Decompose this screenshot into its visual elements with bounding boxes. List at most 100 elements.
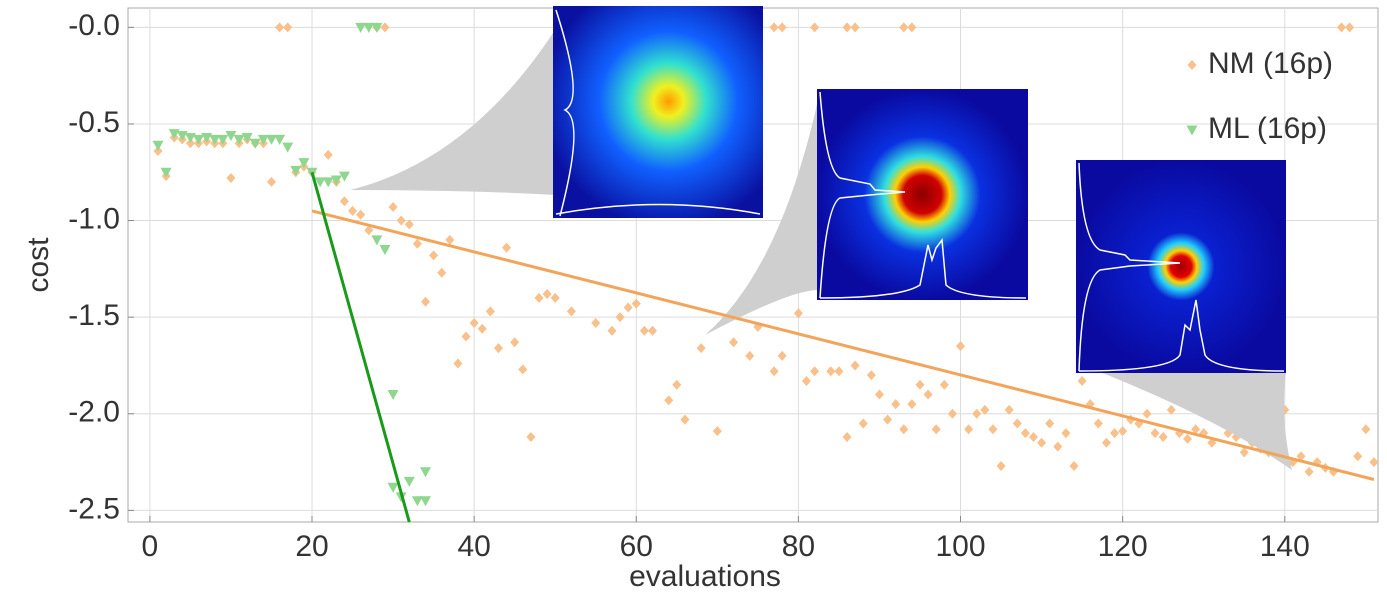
diamond-point bbox=[607, 326, 616, 336]
diamond-point bbox=[1305, 467, 1314, 477]
diamond-point bbox=[697, 343, 706, 353]
triangle-point bbox=[371, 235, 382, 245]
diamond-point bbox=[988, 424, 997, 434]
y-tick-label: -2.0 bbox=[68, 396, 120, 429]
diamond-point bbox=[462, 331, 471, 341]
diamond-point bbox=[713, 426, 722, 436]
x-tick-label: 0 bbox=[142, 530, 159, 563]
diamond-point bbox=[680, 415, 689, 425]
diamond-point bbox=[397, 216, 406, 226]
diamond-point bbox=[834, 366, 843, 376]
legend-label: ML (16p) bbox=[1208, 112, 1327, 145]
legend-label: NM (16p) bbox=[1208, 47, 1333, 80]
diamond-point bbox=[543, 289, 552, 299]
diamond-point bbox=[324, 150, 333, 160]
diamond-point bbox=[826, 366, 835, 376]
diamond-point bbox=[964, 424, 973, 434]
diamond-point bbox=[470, 318, 479, 328]
diamond-point bbox=[1070, 461, 1079, 471]
triangle-point bbox=[323, 177, 334, 187]
diamond-point bbox=[778, 22, 787, 32]
diamond-point bbox=[843, 432, 852, 442]
diamond-point bbox=[1078, 376, 1087, 386]
x-tick-label: 140 bbox=[1260, 530, 1310, 563]
triangle-point bbox=[242, 133, 253, 143]
diamond-point bbox=[1353, 451, 1362, 461]
beam-image bbox=[1076, 160, 1286, 373]
diamond-point bbox=[275, 22, 284, 32]
triangle-point bbox=[331, 175, 342, 185]
diamond-point bbox=[810, 366, 819, 376]
diamond-point bbox=[389, 202, 398, 212]
diamond-point bbox=[1183, 434, 1192, 444]
diamond-point bbox=[494, 343, 503, 353]
diamond-point bbox=[932, 424, 941, 434]
diamond-point bbox=[672, 380, 681, 390]
diamond-point bbox=[924, 389, 933, 399]
diamond-point bbox=[591, 318, 600, 328]
diamond-point bbox=[445, 235, 454, 245]
diamond-point bbox=[486, 306, 495, 316]
diamond-point bbox=[1369, 457, 1378, 467]
diamond-point bbox=[526, 432, 535, 442]
diamond-point bbox=[356, 210, 365, 220]
diamond-point bbox=[907, 22, 916, 32]
diamond-point bbox=[1029, 432, 1038, 442]
x-tick-label: 100 bbox=[935, 530, 985, 563]
diamond-point bbox=[413, 239, 422, 249]
insets bbox=[350, 6, 1292, 470]
diamond-point bbox=[1037, 438, 1046, 448]
triangle-point bbox=[290, 166, 301, 176]
diamond-point bbox=[899, 424, 908, 434]
diamond-point bbox=[437, 268, 446, 278]
diamond-point bbox=[1337, 22, 1346, 32]
beam-image bbox=[553, 6, 763, 218]
y-tick-label: -0.0 bbox=[68, 9, 120, 42]
zoom-fan bbox=[350, 30, 555, 195]
diamond-point bbox=[283, 22, 292, 32]
diamond-point bbox=[664, 395, 673, 405]
diamond-point bbox=[907, 399, 916, 409]
diamond-point bbox=[956, 341, 965, 351]
diamond-point bbox=[1118, 426, 1127, 436]
diamond-point bbox=[891, 399, 900, 409]
x-tick-label: 80 bbox=[782, 530, 815, 563]
diamond-point bbox=[843, 22, 852, 32]
diamond-point bbox=[875, 389, 884, 399]
diamond-point bbox=[1013, 418, 1022, 428]
diamond-point bbox=[883, 415, 892, 425]
diamond-point bbox=[1345, 22, 1354, 32]
diamond-point bbox=[1045, 418, 1054, 428]
diamond-point bbox=[478, 324, 487, 334]
diamond-point bbox=[915, 380, 924, 390]
diamond-point bbox=[745, 351, 754, 361]
diamond-point bbox=[899, 22, 908, 32]
diamond-point bbox=[640, 326, 649, 336]
diamond-point bbox=[940, 380, 949, 390]
diamond-point bbox=[1110, 428, 1119, 438]
triangle-point bbox=[379, 245, 390, 255]
diamond-point bbox=[518, 364, 527, 374]
diamond-point bbox=[380, 22, 389, 32]
diamond-point bbox=[851, 22, 860, 32]
diamond-point bbox=[810, 22, 819, 32]
diamond-point bbox=[859, 418, 868, 428]
diamond-point bbox=[770, 366, 779, 376]
diamond-point bbox=[1159, 432, 1168, 442]
diamond-point bbox=[1061, 428, 1070, 438]
diamond-point bbox=[972, 409, 981, 419]
diamond-point bbox=[534, 293, 543, 303]
diamond-point bbox=[421, 297, 430, 307]
diamond-point bbox=[1361, 424, 1370, 434]
y-tick-label: -0.5 bbox=[68, 106, 120, 139]
diamond-point bbox=[729, 337, 738, 347]
triangle-point bbox=[420, 496, 431, 506]
x-tick-label: 20 bbox=[295, 530, 328, 563]
diamond-point bbox=[348, 206, 357, 216]
chart: cost evaluations 020406080100120140-0.0-… bbox=[0, 0, 1387, 598]
diamond-point bbox=[778, 351, 787, 361]
diamond-point bbox=[267, 177, 276, 187]
diamond-point bbox=[453, 359, 462, 369]
diamond-point bbox=[1102, 438, 1111, 448]
diamond-point bbox=[510, 337, 519, 347]
